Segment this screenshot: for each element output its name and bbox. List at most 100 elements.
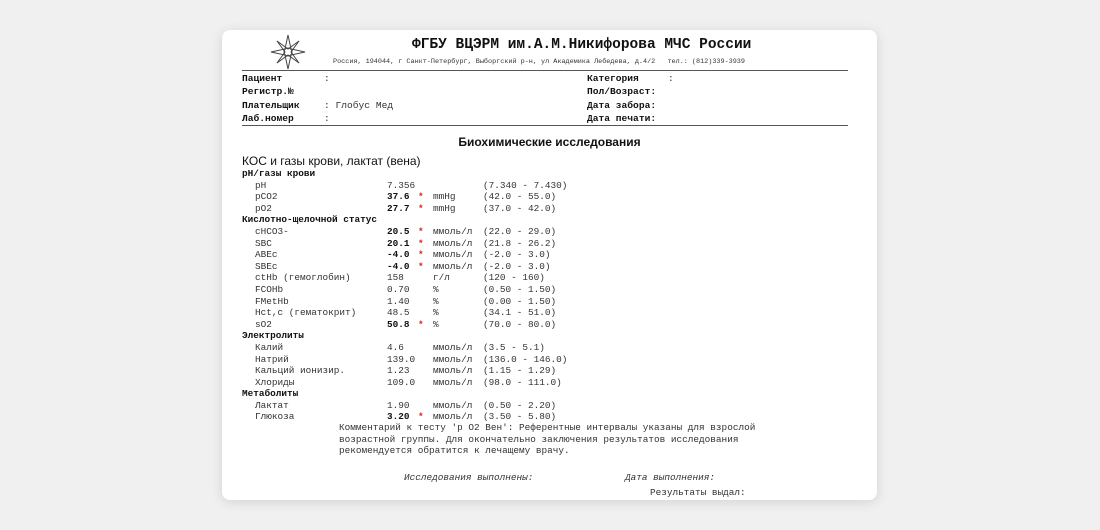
info-label: Пол/Возраст: — [587, 86, 657, 98]
test-value: 7.356 — [387, 179, 416, 191]
test-unit: ммоль/л — [433, 249, 473, 261]
test-name: Лактат — [255, 399, 289, 411]
group-header: Кислотно-щелочной статус — [242, 214, 842, 226]
test-name: pH — [255, 179, 267, 191]
test-unit: ммоль/л — [433, 365, 473, 377]
test-name: SBC — [255, 237, 272, 249]
table-row: ABEc -4.0 * ммоль/л (-2.0 - 3.0) — [242, 249, 842, 261]
reference-range: (136.0 - 146.0) — [483, 353, 568, 365]
info-label: Категория — [587, 73, 639, 84]
divider — [242, 70, 848, 71]
table-row: SBEc -4.0 * ммоль/л (-2.0 - 3.0) — [242, 261, 842, 273]
reference-range: (120 - 160) — [483, 272, 545, 284]
test-unit: mmHg — [433, 191, 456, 203]
results-table: pH/газы крови pH 7.356 (7.340 - 7.430) pCO2 3… — [242, 168, 842, 423]
abnormal-flag: * — [418, 237, 424, 249]
abnormal-flag: * — [418, 318, 424, 330]
org-address: Россия, 194044, г Санкт-Петербург, Выбор… — [333, 58, 745, 66]
issued-by-label: Результаты выдал: — [650, 487, 746, 498]
table-row: Кальций ионизир. 1.23 ммоль/л (1.15 - 1.29) — [242, 365, 842, 377]
test-name: Глюкоза — [255, 411, 295, 423]
test-value: 109.0 — [387, 376, 416, 388]
test-name: ABEc — [255, 249, 278, 261]
abnormal-flag: * — [418, 191, 424, 203]
reference-range: (3.5 - 5.1) — [483, 341, 545, 353]
emercom-logo-icon — [270, 34, 306, 70]
lab-report-document: ФГБУ ВЦЭРМ им.А.М.Никифорова МЧС России … — [222, 30, 877, 500]
abnormal-flag: * — [418, 260, 424, 272]
test-value: 27.7 — [387, 202, 410, 214]
info-value: : — [324, 112, 330, 124]
table-row: sO2 50.8 *% (70.0 - 80.0) — [242, 319, 842, 331]
divider — [242, 125, 848, 126]
table-row: SBC 20.1 * ммоль/л (21.8 - 26.2) — [242, 238, 842, 250]
info-value: : — [324, 73, 330, 84]
test-name: Хлориды — [255, 376, 295, 388]
reference-range: (0.00 - 1.50) — [483, 295, 557, 307]
reference-range: (21.8 - 26.2) — [483, 237, 557, 249]
test-value: 1.40 — [387, 295, 410, 307]
test-name: FMetHb — [255, 295, 289, 307]
reference-range: (42.0 - 55.0) — [483, 191, 557, 203]
group-label: Метаболиты — [242, 388, 299, 400]
reference-range: (1.15 - 1.29) — [483, 365, 557, 377]
test-value: 158 — [387, 272, 404, 284]
date-performed-label: Дата выполнения: — [625, 472, 716, 483]
reference-range: (22.0 - 29.0) — [483, 225, 557, 237]
test-name: Кальций ионизир. — [255, 365, 346, 377]
table-row: FCOHb 0.70% (0.50 - 1.50) — [242, 284, 842, 296]
test-unit: mmHg — [433, 202, 456, 214]
reference-range: (-2.0 - 3.0) — [483, 260, 551, 272]
test-name: pO2 — [255, 202, 272, 214]
info-label: Дата печати: — [587, 112, 657, 124]
test-value: 1.90 — [387, 399, 410, 411]
info-label: Лаб.номер — [242, 112, 294, 124]
reference-range: (70.0 - 80.0) — [483, 318, 557, 330]
test-unit: ммоль/л — [433, 237, 473, 249]
test-value: 37.6 — [387, 191, 410, 203]
reference-range: (34.1 - 51.0) — [483, 307, 557, 319]
reference-range: (0.50 - 1.50) — [483, 283, 557, 295]
org-title: ФГБУ ВЦЭРМ им.А.М.Никифорова МЧС России — [412, 37, 752, 53]
test-value: 1.23 — [387, 365, 410, 377]
table-row: Лактат 1.90 ммоль/л (0.50 - 2.20) — [242, 400, 842, 412]
reference-range: (98.0 - 111.0) — [483, 376, 562, 388]
test-unit: % — [433, 283, 439, 295]
table-row: Hct,c (гематокрит) 48.5% (34.1 - 51.0) — [242, 307, 842, 319]
test-value: -4.0 — [387, 249, 410, 261]
group-header: Метаболиты — [242, 388, 842, 400]
abnormal-flag: * — [418, 202, 424, 214]
table-row: Натрий 139.0 ммоль/л (136.0 - 146.0) — [242, 354, 842, 366]
test-unit: ммоль/л — [433, 341, 473, 353]
test-unit: ммоль/л — [433, 399, 473, 411]
group-label: pH/газы крови — [242, 168, 316, 179]
test-value: -4.0 — [387, 260, 410, 272]
test-unit: ммоль/л — [433, 260, 473, 272]
test-value: 3.20 — [387, 411, 410, 423]
reference-range: (3.50 - 5.80) — [483, 411, 557, 423]
test-unit: ммоль/л — [433, 353, 473, 365]
info-label: Регистр.№ — [242, 86, 294, 98]
abnormal-flag: * — [418, 225, 424, 237]
test-name: Калий — [255, 341, 284, 353]
test-unit: % — [433, 295, 439, 307]
abnormal-flag: * — [418, 411, 424, 423]
comment: Комментарий к тесту 'р О2 Вен': Референт… — [339, 422, 756, 457]
test-value: 20.5 — [387, 225, 410, 237]
test-value: 50.8 — [387, 318, 410, 330]
table-row: Калий 4.6 ммоль/л (3.5 - 5.1) — [242, 342, 842, 354]
report-title: Биохимические исследования — [458, 135, 641, 149]
table-row: ctHb (гемоглобин) 158 г/л (120 - 160) — [242, 272, 842, 284]
table-row: pCO2 37.6 * mmHg (42.0 - 55.0) — [242, 191, 842, 203]
test-name: cHCO3- — [255, 225, 289, 237]
test-unit: % — [433, 318, 439, 330]
group-header: pH/газы крови — [242, 168, 842, 180]
group-label: Электролиты — [242, 330, 304, 342]
reference-range: (0.50 - 2.20) — [483, 399, 557, 411]
group-label: Кислотно-щелочной статус — [242, 214, 378, 226]
section-title: КОС и газы крови, лактат (вена) — [242, 154, 421, 168]
abnormal-flag: * — [418, 249, 424, 261]
performed-label: Исследования выполнены: — [404, 472, 534, 483]
info-label: Плательщик — [242, 99, 300, 111]
group-header: Электролиты — [242, 330, 842, 342]
